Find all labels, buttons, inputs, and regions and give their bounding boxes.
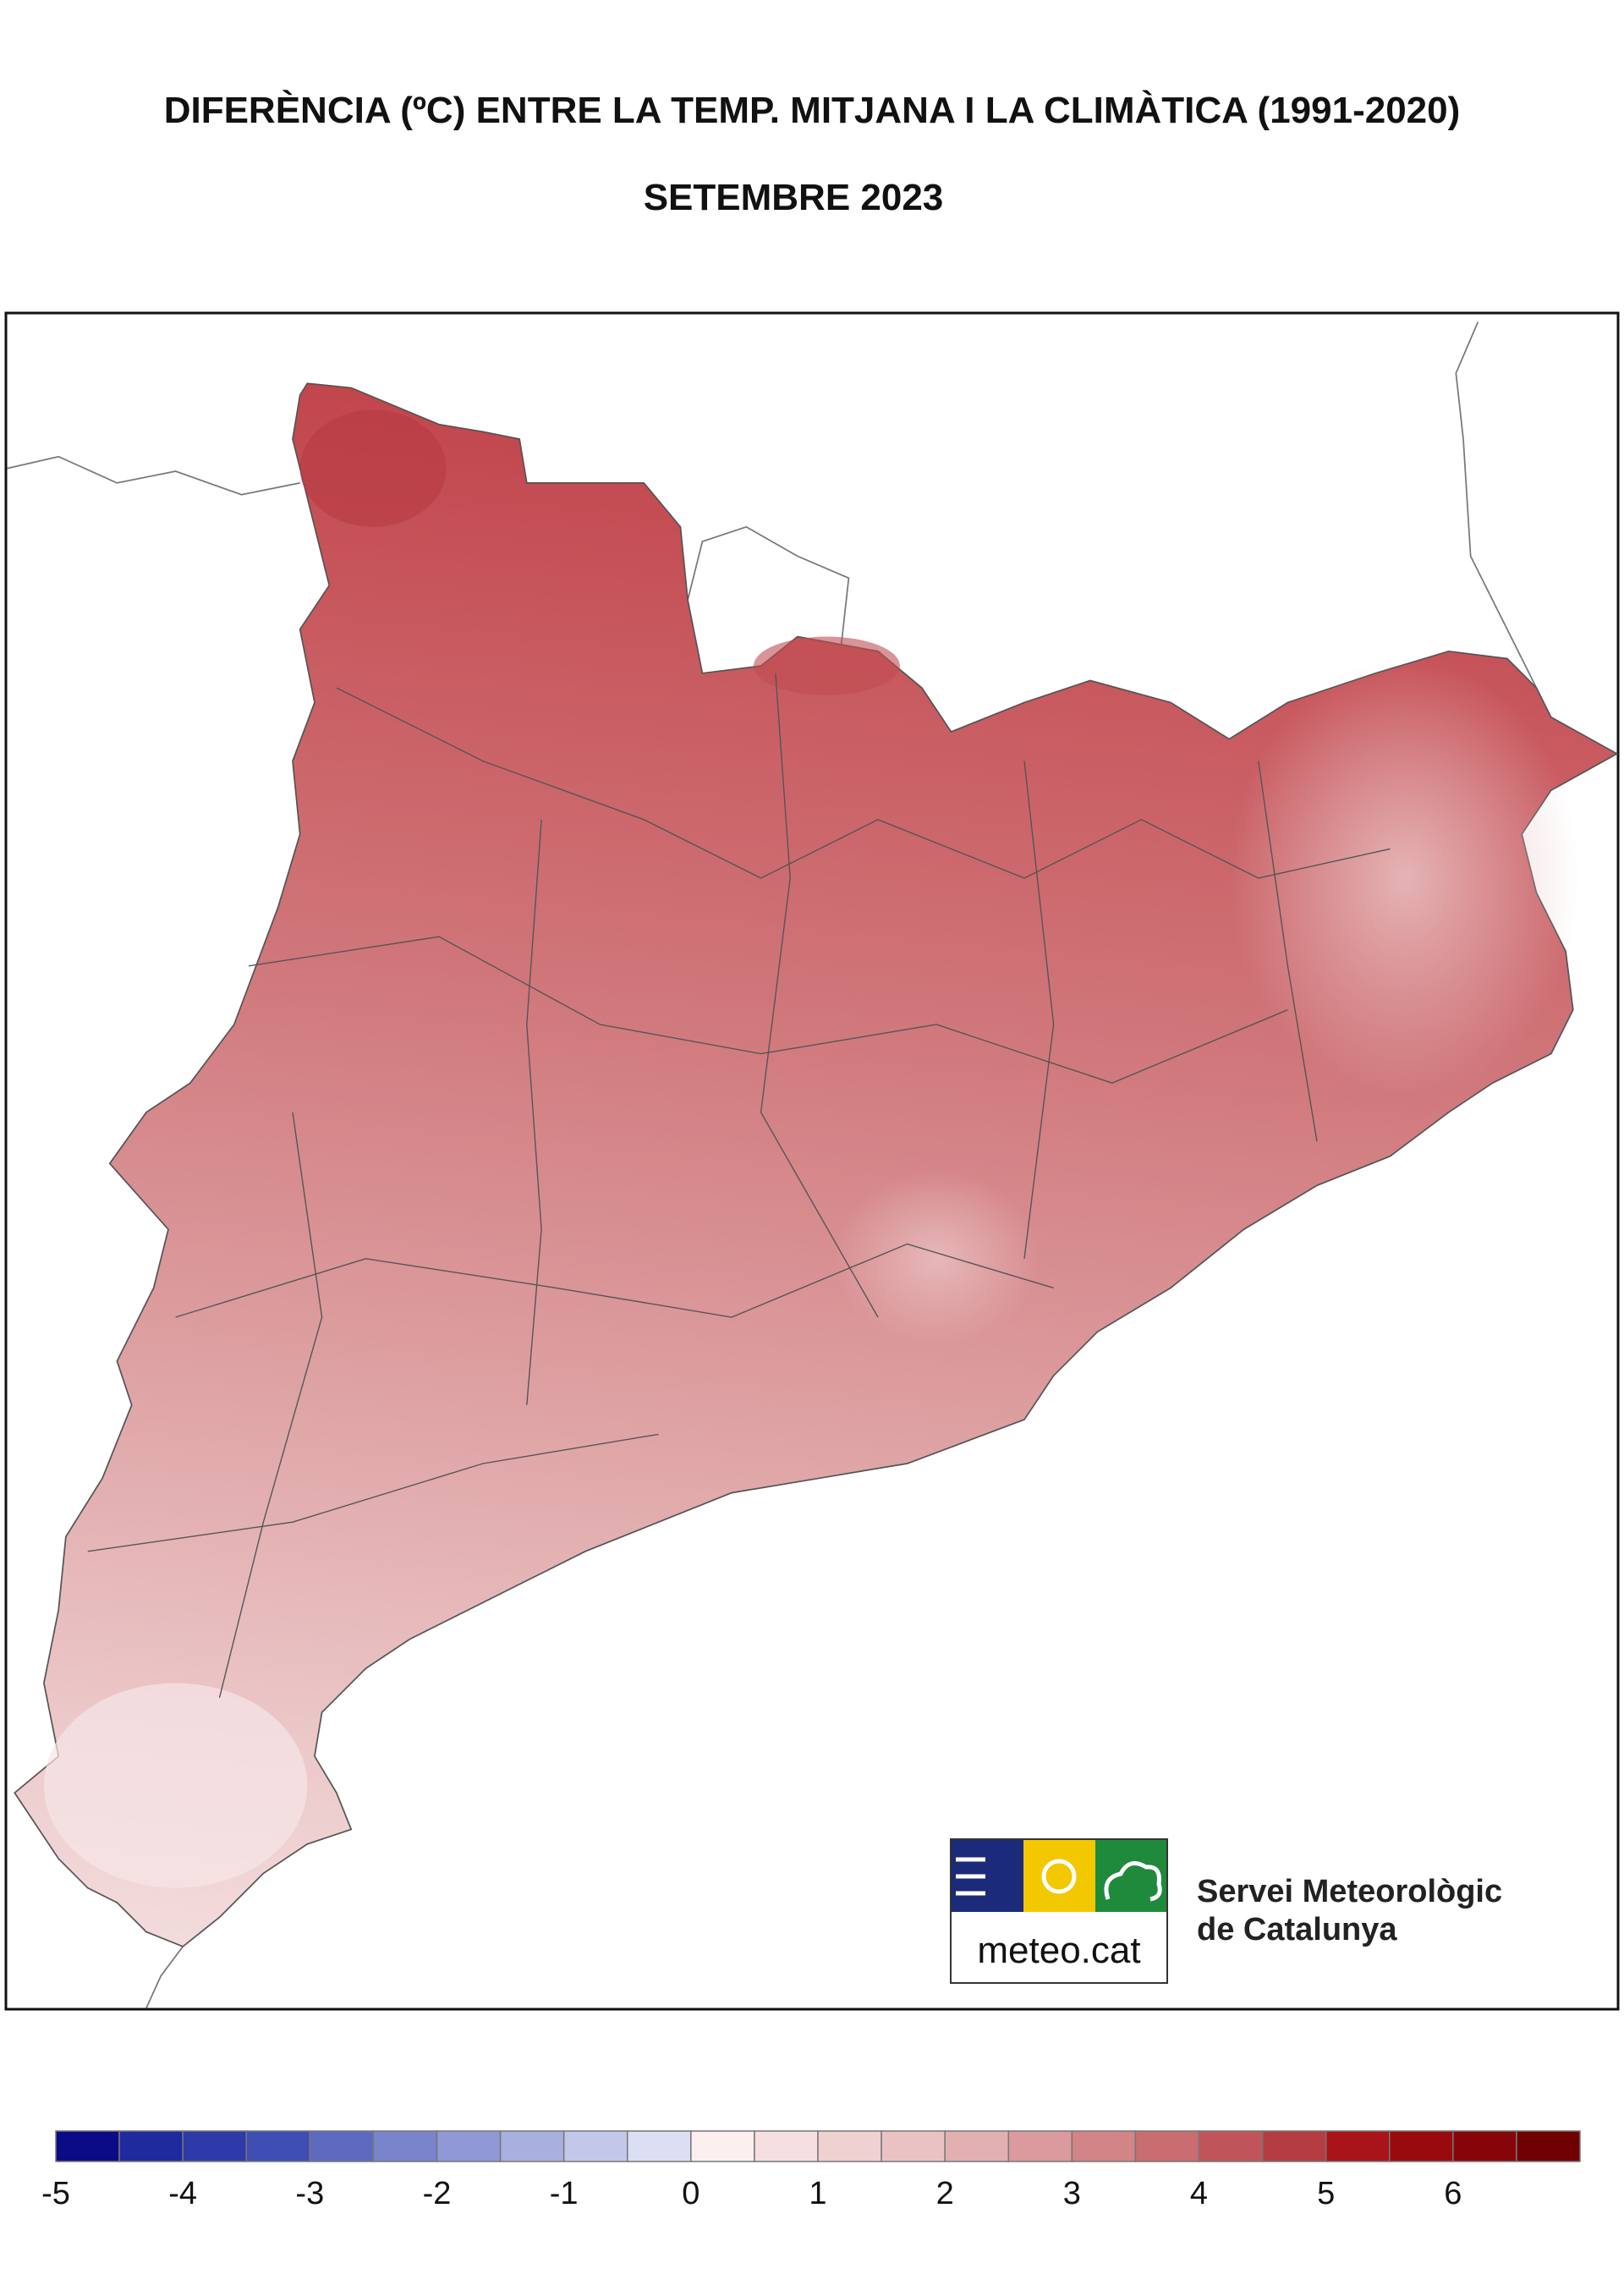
logo-green bbox=[1095, 1840, 1166, 1912]
legend-swatch bbox=[372, 2130, 438, 2162]
legend-swatch bbox=[1071, 2130, 1137, 2162]
border-line bbox=[1455, 321, 1538, 689]
legend-swatch bbox=[817, 2130, 882, 2162]
legend-swatch bbox=[1007, 2130, 1073, 2162]
region-border bbox=[760, 673, 879, 1318]
border-line bbox=[687, 525, 850, 645]
legend-tick-label: -1 bbox=[550, 2176, 579, 2211]
logo-yellow bbox=[1023, 1840, 1095, 1912]
legend-tick-label: 5 bbox=[1317, 2176, 1335, 2211]
region-border bbox=[218, 1112, 323, 1698]
region-border bbox=[336, 687, 1391, 879]
legend-swatch bbox=[562, 2130, 628, 2162]
region-border bbox=[175, 1243, 1054, 1318]
legend-tick-label: 6 bbox=[1444, 2176, 1462, 2211]
legend-swatch bbox=[1134, 2130, 1200, 2162]
map bbox=[7, 321, 1619, 2008]
legend-swatch bbox=[944, 2130, 1009, 2162]
legend-swatch bbox=[690, 2130, 755, 2162]
legend-swatch bbox=[309, 2130, 375, 2162]
logo-site: meteo.cat bbox=[977, 1930, 1140, 1971]
border-line bbox=[7, 455, 300, 496]
legend-swatch bbox=[182, 2130, 248, 2162]
shade bbox=[1229, 658, 1581, 1098]
logo-sun bbox=[1041, 1859, 1077, 1894]
org-name: de Catalunya bbox=[1197, 1912, 1397, 1947]
legend-swatch bbox=[1198, 2130, 1264, 2162]
legend-swatch bbox=[499, 2130, 565, 2162]
legend-tick-label: 4 bbox=[1190, 2176, 1208, 2211]
legend-tick-label: -2 bbox=[423, 2176, 452, 2211]
border-line bbox=[145, 1946, 184, 2008]
legend-swatch bbox=[1516, 2130, 1581, 2162]
catalonia bbox=[14, 382, 1619, 1947]
shade bbox=[299, 409, 447, 527]
region-border bbox=[248, 936, 1288, 1084]
subtitle: SETEMBRE 2023 bbox=[644, 177, 944, 218]
legend-tick-label: 1 bbox=[809, 2176, 826, 2211]
shade bbox=[834, 1171, 1040, 1347]
shade bbox=[43, 1683, 308, 1888]
org-name: Servei Meteorològic bbox=[1197, 1874, 1502, 1909]
legend-swatch bbox=[754, 2130, 819, 2162]
title: DIFERÈNCIA (ºC) ENTRE LA TEMP. MITJANA I… bbox=[164, 89, 1461, 131]
legend-swatch bbox=[1261, 2130, 1327, 2162]
legend-tick-label: -4 bbox=[168, 2176, 197, 2211]
legend-tick-label: 2 bbox=[936, 2176, 954, 2211]
legend-swatch bbox=[1452, 2130, 1517, 2162]
region-border bbox=[1023, 761, 1055, 1259]
legend-swatch bbox=[627, 2130, 692, 2162]
legend-swatch bbox=[245, 2130, 311, 2162]
legend-tick-label: 0 bbox=[682, 2176, 700, 2211]
logo-cloud bbox=[1104, 1861, 1162, 1902]
legend-swatch bbox=[55, 2130, 120, 2162]
shade bbox=[753, 636, 900, 695]
color-legend: -5 -4 -3 -2 -1 0 1 2 3 4 5 6 bbox=[41, 2130, 1581, 2211]
legend-swatch bbox=[881, 2130, 946, 2162]
legend-tick-label: -3 bbox=[295, 2176, 324, 2211]
legend-swatch bbox=[1389, 2130, 1454, 2162]
legend-swatch bbox=[436, 2130, 502, 2162]
region-border bbox=[87, 1433, 659, 1552]
legend-swatch bbox=[118, 2130, 184, 2162]
legend-tick-label: 3 bbox=[1063, 2176, 1081, 2211]
legend-swatch bbox=[1325, 2130, 1391, 2162]
legend-tick-label: -5 bbox=[41, 2176, 70, 2211]
region-border bbox=[526, 819, 542, 1405]
region-border bbox=[1258, 761, 1318, 1142]
logo: meteo.cat Servei Meteorològic de Catalun… bbox=[950, 1838, 1502, 1984]
